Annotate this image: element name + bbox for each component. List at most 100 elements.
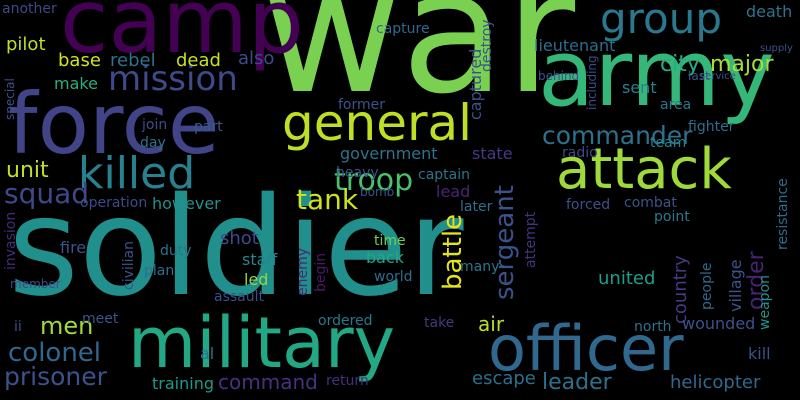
word-take: take	[424, 315, 455, 331]
word-death: death	[746, 2, 793, 21]
word-destroy: destroy	[479, 19, 495, 72]
word-capture: capture	[376, 21, 430, 37]
word-united: united	[598, 268, 656, 289]
word-point: point	[654, 209, 690, 225]
word-back: back	[366, 248, 405, 267]
word-force: force	[8, 75, 220, 173]
word-staff: staff	[242, 250, 278, 269]
word-troop: troop	[334, 163, 414, 198]
word-special: special	[3, 78, 17, 120]
word-however: however	[152, 194, 221, 213]
word-attempt: attempt	[523, 211, 539, 268]
word-general: general	[282, 94, 473, 152]
word-make: make	[54, 74, 98, 93]
word-city: city	[660, 52, 700, 77]
word-army: army	[538, 20, 775, 127]
word-team: team	[650, 135, 687, 151]
word-air: air	[478, 312, 505, 336]
word-military: military	[128, 302, 396, 384]
word-state: state	[472, 144, 513, 163]
word-lieutenant: lieutenant	[534, 36, 616, 55]
word-radio: radio	[562, 145, 598, 161]
word-many: many	[460, 259, 500, 275]
word-combat: combat	[624, 195, 677, 211]
word-training: training	[152, 374, 214, 393]
word-helicopter: helicopter	[670, 372, 761, 393]
word-lead: lead	[436, 182, 471, 201]
word-service: service	[700, 71, 736, 82]
word-command: command	[218, 370, 318, 394]
word-war: war	[262, 0, 576, 132]
word-camp: camp	[60, 0, 304, 73]
word-later: later	[460, 199, 493, 215]
word-village: village	[726, 259, 745, 312]
word-operation: operation	[80, 195, 148, 211]
word-part: part	[194, 119, 223, 135]
word-pilot: pilot	[6, 34, 46, 55]
word-forced: forced	[566, 197, 611, 213]
word-dead: dead	[176, 50, 221, 71]
word-al: al	[200, 344, 215, 363]
word-soldier: soldier	[8, 169, 464, 327]
word-escape: escape	[472, 368, 536, 389]
word-invasion: invasion	[3, 211, 19, 270]
word-begin: begin	[313, 252, 329, 292]
word-fire: fire	[60, 238, 87, 257]
word-ii: ii	[14, 319, 22, 335]
word-mission: mission	[108, 59, 238, 99]
word-ordered: ordered	[318, 313, 373, 329]
word-duty: duty	[160, 243, 192, 259]
word-government: government	[340, 144, 438, 163]
word-assault: assault	[214, 289, 264, 305]
word-meet: meet	[82, 311, 119, 327]
word-attack: attack	[556, 137, 732, 202]
word-time: time	[374, 233, 406, 249]
word-world: world	[374, 269, 413, 285]
word-base: base	[58, 50, 101, 71]
word-including: including	[585, 55, 599, 110]
word-sent: sent	[622, 78, 657, 97]
word-area: area	[660, 97, 692, 113]
word-weapon: weapon	[757, 275, 773, 330]
word-officer: officer	[488, 312, 684, 385]
word-battle: battle	[438, 213, 468, 290]
word-tank: tank	[296, 183, 359, 216]
word-major: major	[710, 52, 774, 77]
word-north: north	[634, 319, 672, 335]
word-behind: behind	[538, 69, 580, 83]
word-bomb: bomb	[360, 185, 395, 199]
word-former: former	[338, 97, 386, 113]
word-day: day	[140, 135, 166, 151]
word-commander: commander	[542, 121, 693, 150]
word-also: also	[238, 48, 275, 69]
word-plan: plan	[144, 263, 175, 279]
word-led: led	[244, 270, 269, 289]
word-heavy: heavy	[336, 165, 379, 181]
word-member: member	[10, 277, 61, 291]
word-captain: captain	[418, 167, 470, 183]
word-colonel: colonel	[8, 338, 102, 368]
word-enemy: enemy	[295, 247, 311, 296]
word-fighter: fighter	[688, 119, 735, 135]
word-people: people	[699, 262, 715, 310]
word-sergeant: sergeant	[490, 185, 520, 300]
word-group: group	[600, 0, 722, 43]
word-join: join	[142, 117, 168, 133]
word-unit: unit	[6, 158, 49, 183]
word-wounded: wounded	[682, 314, 756, 333]
word-resistance: resistance	[775, 178, 791, 250]
word-shot: shot	[220, 228, 259, 249]
word-killed: killed	[78, 148, 196, 199]
word-kill: kill	[748, 344, 771, 363]
word-last: last	[688, 69, 710, 83]
word-civilian: civilian	[121, 241, 137, 290]
word-squad: squad	[4, 177, 90, 210]
word-men: men	[40, 312, 94, 340]
word-leader: leader	[542, 370, 612, 395]
word-return: return	[326, 373, 369, 389]
word-another: another	[2, 1, 57, 17]
word-supply: supply	[760, 43, 793, 54]
word-prisoner: prisoner	[4, 362, 107, 391]
word-rebel: rebel	[110, 50, 156, 71]
